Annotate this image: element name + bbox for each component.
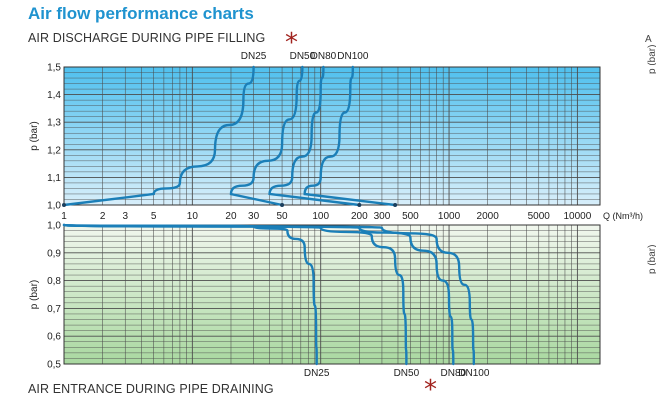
top-chart-subtitle: AIR DISCHARGE DURING PIPE FILLING — [28, 31, 266, 45]
bottom-series-label-dn100: DN100 — [458, 368, 490, 379]
xtick-label: 200 — [351, 211, 368, 222]
top-plot-frame — [63, 66, 601, 206]
top-ytick-label: 1,1 — [47, 173, 61, 184]
bottom-ytick-label: 0,7 — [47, 304, 61, 315]
bottom-series-label-dn25: DN25 — [304, 368, 330, 379]
x-unit-label: Q (Nm³/h) — [603, 211, 643, 221]
bottom-ylabel: p (bar) — [29, 280, 40, 309]
bottom-ytick-label: 0,8 — [47, 276, 61, 287]
top-series-label-dn50: DN50 — [290, 51, 316, 62]
xtick-label: 5000 — [528, 211, 551, 222]
top-ytick-label: 1,2 — [47, 145, 61, 156]
top-series-label-dn25: DN25 — [241, 51, 267, 62]
top-ytick-label: 1,5 — [47, 63, 61, 74]
xtick-label: 5 — [151, 211, 157, 222]
xtick-label: 50 — [276, 211, 288, 222]
top-series-label-dn80: DN80 — [311, 51, 337, 62]
xtick-label: 100 — [312, 211, 329, 222]
xtick-label: 500 — [402, 211, 419, 222]
bottom-ytick-label: 0,5 — [47, 360, 61, 371]
page-title: Air flow performance charts — [28, 4, 254, 23]
bottom-ytick-label: 0,9 — [47, 248, 61, 259]
top-series-point-dn80 — [357, 203, 362, 207]
xtick-label: 1000 — [438, 211, 461, 222]
top-ytick-label: 1,3 — [47, 118, 61, 129]
bottom-asterisk-mark: * — [424, 375, 437, 405]
xtick-label: 300 — [374, 211, 391, 222]
xtick-label: 10000 — [563, 211, 591, 222]
xtick-label: 30 — [248, 211, 260, 222]
bottom-ytick-label: 1,0 — [47, 221, 61, 232]
bottom-ytick-label: 0,6 — [47, 332, 61, 343]
top-plot-background — [64, 67, 600, 205]
top-series-dn50 — [229, 65, 304, 207]
bottom-plot-frame — [63, 224, 601, 365]
bottom-chart-subtitle: AIR ENTRANCE DURING PIPE DRAINING — [28, 382, 274, 396]
top-ytick-label: 1,0 — [47, 201, 61, 212]
top-asterisk-mark: * — [285, 28, 298, 58]
xtick-label: 2 — [100, 211, 106, 222]
right-cut-letter: A — [645, 34, 652, 45]
top-series-dn25 — [62, 65, 255, 207]
top-series-dn80 — [268, 65, 361, 207]
bottom-series-dn100 — [62, 223, 476, 366]
top-ytick-label: 1,4 — [47, 90, 61, 101]
top-series-label-dn100: DN100 — [337, 51, 369, 62]
bottom-plot-background — [64, 225, 600, 364]
top-series-dn100 — [303, 65, 397, 207]
top-ylabel: p (bar) — [29, 121, 40, 150]
xtick-label: 20 — [225, 211, 237, 222]
xtick-label: 10 — [187, 211, 199, 222]
xtick-label: 3 — [122, 211, 128, 222]
bottom-series-label-dn50: DN50 — [394, 368, 420, 379]
top-series-point-dn25 — [62, 203, 66, 207]
xtick-label: 1 — [61, 211, 67, 222]
bottom-series-label-dn80: DN80 — [441, 368, 467, 379]
top-series-point-dn50 — [280, 203, 285, 207]
xtick-label: 2000 — [477, 211, 500, 222]
top-series-point-dn100 — [393, 203, 398, 207]
